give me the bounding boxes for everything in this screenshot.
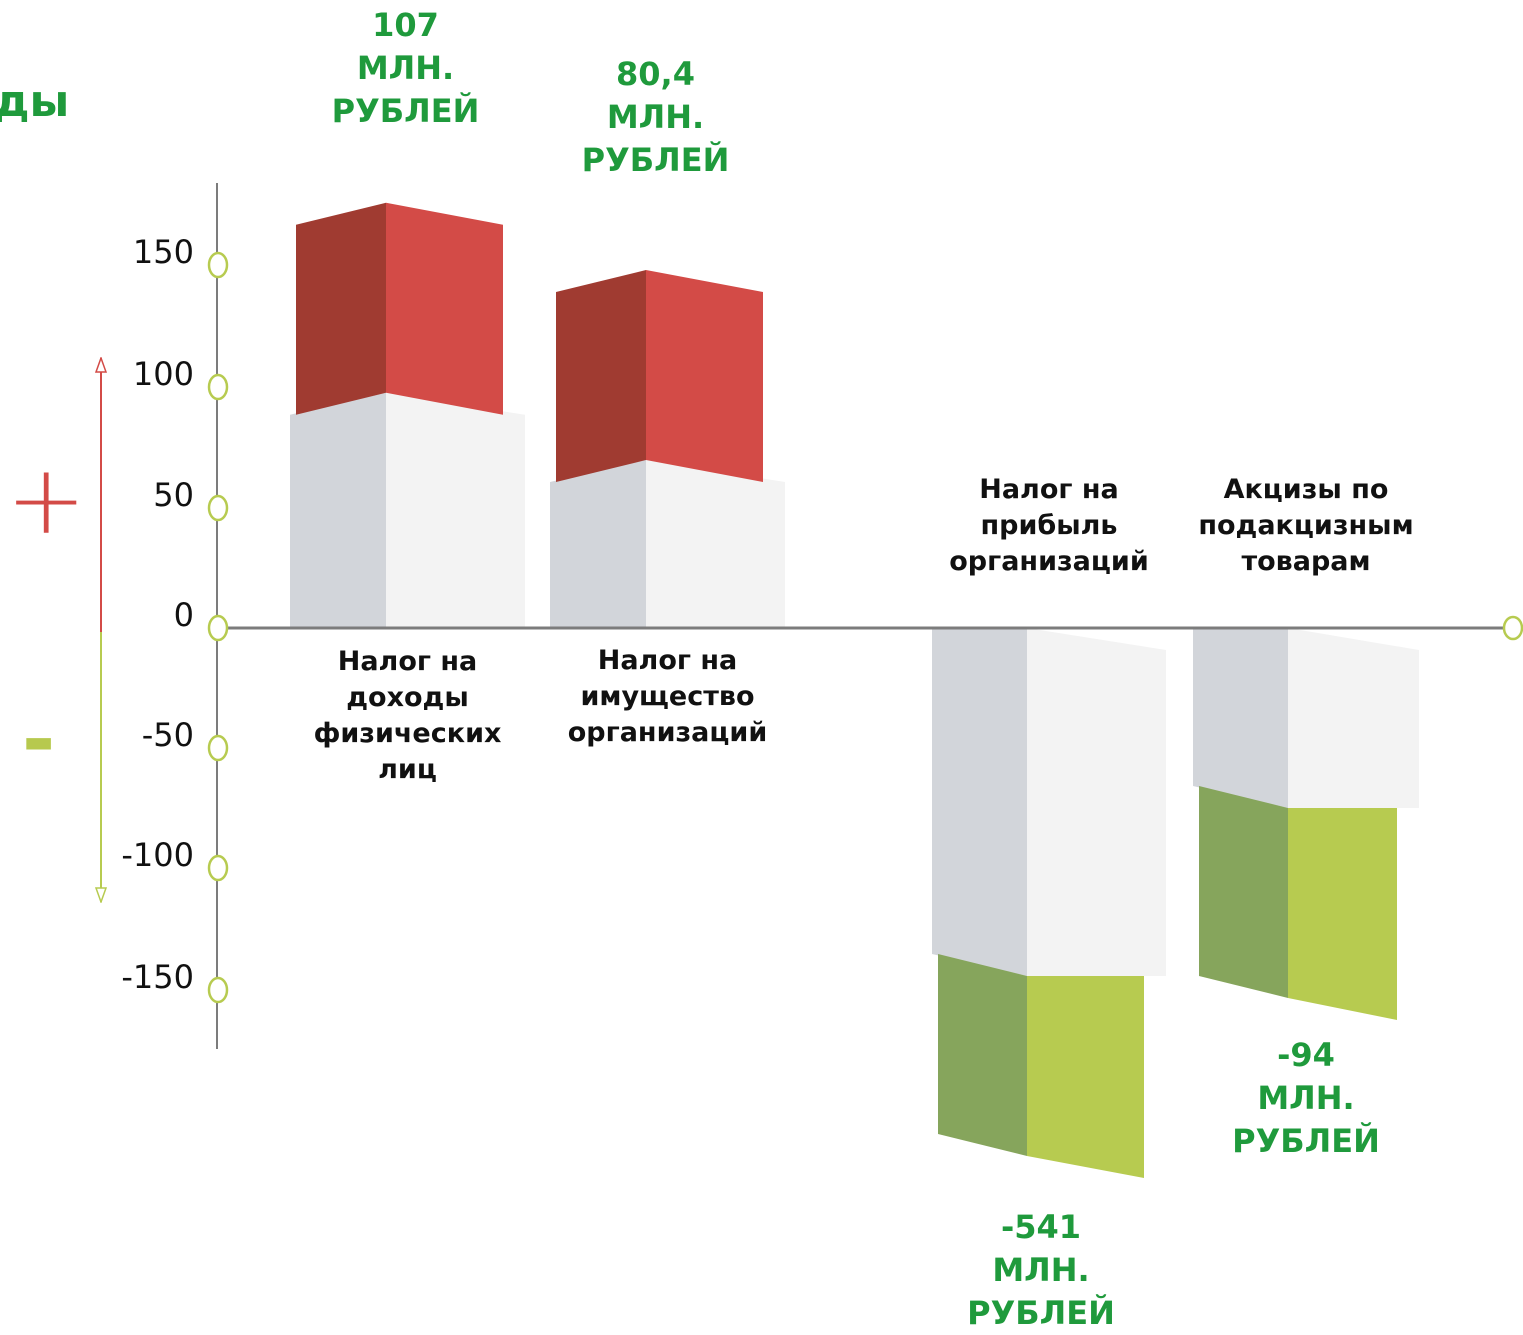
y-tick-marker [207, 976, 229, 1004]
bar-base-side [932, 628, 1027, 976]
bar-base-side [1193, 628, 1288, 808]
y-tick-label: -150 [121, 958, 194, 996]
y-tick-label: -100 [121, 836, 194, 874]
category-label-line: доходы [346, 682, 469, 713]
category-label-line: лиц [378, 754, 437, 785]
value-label-line: РУБЛЕЙ [331, 92, 480, 130]
value-label-line: 80,4 [616, 55, 695, 93]
page-title-fragment: ды [0, 76, 70, 127]
bar-loss-front [1027, 976, 1144, 1178]
bar-loss-side [1199, 786, 1288, 998]
bar-base-side [550, 460, 646, 628]
value-label-line: МЛН. [1257, 1079, 1355, 1117]
value-label: -94 МЛН. РУБЛЕЙ [1186, 1034, 1426, 1163]
value-label-line: РУБЛЕЙ [967, 1294, 1115, 1332]
bar-loss-front [1288, 808, 1397, 1020]
y-tick-marker [207, 854, 229, 882]
category-label-line: Налог на [597, 645, 738, 676]
category-label: Налог на прибыль организаций [919, 472, 1179, 580]
value-label: 107 МЛН. РУБЛЕЙ [286, 4, 526, 133]
bar-gain-front [646, 270, 763, 482]
category-label-line: подакцизным [1198, 510, 1414, 541]
category-label-line: товарам [1241, 546, 1371, 577]
y-tick-label: 0 [173, 596, 194, 634]
y-tick-label: -50 [141, 716, 194, 754]
category-label-line: прибыль [980, 510, 1118, 541]
value-label: 80,4 МЛН. РУБЛЕЙ [536, 53, 776, 182]
y-tick-label: 50 [153, 476, 194, 514]
category-label: Налог на имущество организаций [548, 643, 788, 751]
value-label-line: МЛН. [992, 1251, 1090, 1289]
value-label-line: РУБЛЕЙ [1232, 1122, 1380, 1160]
x-axis-end-marker [1502, 615, 1523, 641]
value-label-line: 107 [372, 6, 439, 44]
bar-base-side [290, 392, 386, 628]
category-label-line: Налог на [337, 646, 478, 677]
y-tick-label: 100 [132, 355, 194, 393]
category-label-line: организаций [567, 717, 768, 748]
category-label-line: организаций [949, 546, 1149, 577]
minus-sign: - [22, 693, 56, 786]
category-label-line: Налог на [979, 474, 1119, 505]
y-tick-marker [207, 734, 229, 762]
category-label: Налог на доходы физических лиц [293, 644, 523, 788]
value-label-line: -94 [1277, 1036, 1335, 1074]
bar-base-front [1027, 628, 1166, 976]
category-label-line: физических [313, 718, 502, 749]
y-tick-marker [207, 373, 229, 401]
value-label-line: МЛН. [606, 98, 705, 136]
bar-gain-front [386, 202, 503, 415]
category-label: Акцизы по подакцизным товарам [1176, 472, 1436, 580]
value-label-line: МЛН. [356, 49, 455, 87]
bar-base-front [386, 392, 525, 628]
y-tick-marker [207, 494, 229, 522]
value-label-line: -541 [1000, 1208, 1082, 1246]
value-label-line: РУБЛЕЙ [581, 141, 730, 179]
bar-gain-side [556, 270, 646, 482]
y-tick-marker [207, 614, 229, 642]
plus-sign: + [6, 444, 87, 556]
bar-base-front [1288, 628, 1419, 808]
bar-base-front [646, 460, 785, 628]
category-label-line: Акцизы по [1223, 474, 1389, 505]
y-tick-marker [207, 251, 229, 279]
value-label: -541 МЛН. РУБЛЕЙ [921, 1206, 1161, 1335]
category-label-line: имущество [580, 681, 755, 712]
y-tick-label: 150 [132, 233, 194, 271]
bar-gain-side [296, 202, 386, 415]
bar-loss-side [938, 954, 1027, 1156]
